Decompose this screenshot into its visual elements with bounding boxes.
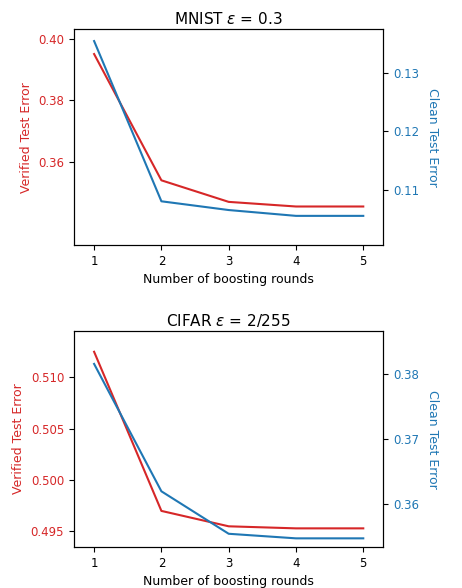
Y-axis label: Clean Test Error: Clean Test Error <box>426 390 438 489</box>
Title: CIFAR $\varepsilon$ = 2/255: CIFAR $\varepsilon$ = 2/255 <box>166 312 291 329</box>
Title: MNIST $\varepsilon$ = 0.3: MNIST $\varepsilon$ = 0.3 <box>174 11 283 27</box>
X-axis label: Number of boosting rounds: Number of boosting rounds <box>143 273 314 286</box>
Y-axis label: Verified Test Error: Verified Test Error <box>12 383 25 495</box>
Y-axis label: Clean Test Error: Clean Test Error <box>426 88 439 186</box>
X-axis label: Number of boosting rounds: Number of boosting rounds <box>143 575 314 588</box>
Y-axis label: Verified Test Error: Verified Test Error <box>20 82 33 193</box>
